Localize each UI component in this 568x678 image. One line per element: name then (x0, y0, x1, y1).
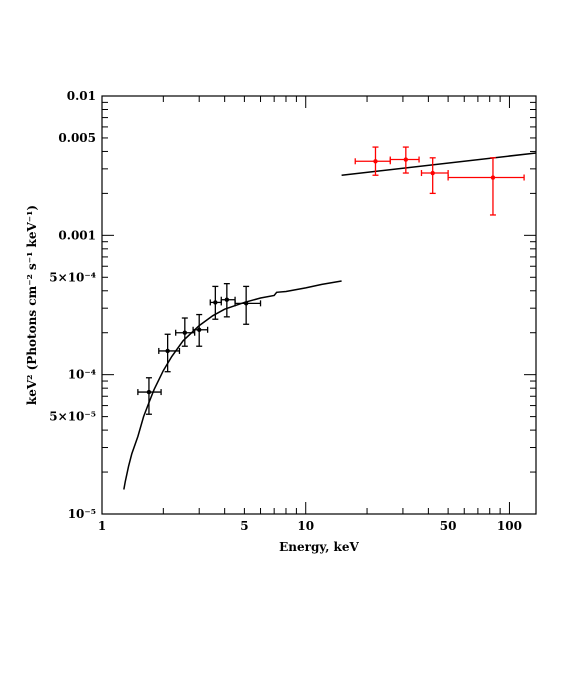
point-marker (373, 159, 378, 164)
point-marker (213, 300, 218, 305)
data-point (389, 146, 420, 174)
data-point (175, 317, 196, 347)
y-tick-label: 0.005 (58, 131, 96, 145)
point-marker (430, 170, 435, 176)
point-marker (146, 389, 152, 395)
x-tick-label: 100 (497, 519, 522, 533)
y-axis-title: keV² (Photons cm⁻² s⁻¹ keV⁻¹) (25, 205, 39, 405)
data-point (447, 157, 525, 216)
axis-ticks (101, 95, 536, 515)
point-marker (197, 327, 202, 332)
tick-labels: 1 5 10 50 100 0.01 0.005 0.001 5×10⁻⁴ 10⁻⁴ 5×10⁻⁵ 1… (49, 89, 522, 533)
x-axis-title: Energy, keV (279, 540, 359, 554)
point-marker (243, 301, 249, 306)
data-point (192, 313, 209, 347)
y-tick-label: 10⁻⁴ (68, 368, 96, 382)
data-point (158, 333, 181, 373)
x-tick-label: 10 (297, 519, 314, 533)
data-point (137, 377, 162, 415)
model-curves (123, 152, 537, 490)
x-tick-label: 50 (440, 519, 457, 533)
y-tick-label: 0.001 (58, 228, 96, 242)
point-marker (165, 348, 170, 354)
y-tick-label: 5×10⁻⁴ (49, 270, 96, 284)
y-tick-label: 5×10⁻⁵ (49, 410, 96, 424)
point-marker (490, 175, 496, 180)
plot-frame (101, 95, 537, 515)
point-marker (224, 297, 230, 302)
model-curve (123, 280, 342, 490)
point-marker (182, 330, 188, 335)
x-tick-label: 5 (240, 519, 248, 533)
data-point (234, 285, 262, 325)
data-point (220, 283, 236, 318)
data-points (137, 146, 525, 415)
y-tick-label: 0.01 (67, 89, 96, 103)
x-tick-label: 1 (98, 519, 106, 533)
y-tick-label: 10⁻⁵ (68, 507, 96, 521)
point-marker (403, 157, 409, 162)
model-curve (341, 152, 537, 176)
data-point (420, 157, 449, 195)
data-point (209, 285, 222, 320)
